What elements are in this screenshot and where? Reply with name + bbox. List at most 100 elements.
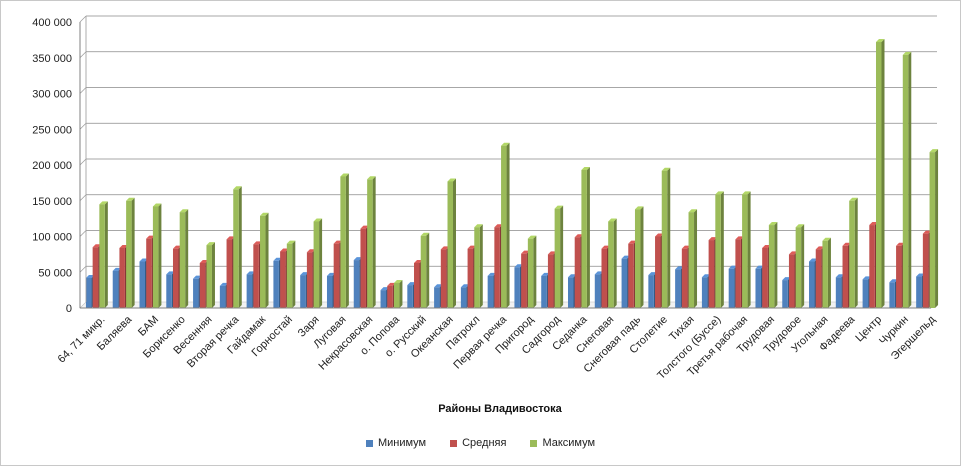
bar-front <box>280 251 286 308</box>
bar-top <box>728 265 738 269</box>
bar-front <box>434 287 440 308</box>
bar-top <box>896 242 905 246</box>
bar-top <box>527 235 537 239</box>
bar-side <box>345 173 349 308</box>
bar <box>286 240 296 308</box>
legend-swatch <box>450 439 458 447</box>
bar-top <box>902 51 912 55</box>
bar-front <box>126 200 132 308</box>
bar-front <box>467 248 474 308</box>
bar <box>849 197 858 308</box>
bar-side <box>506 142 510 308</box>
bar-front <box>661 170 668 308</box>
bar-front <box>809 261 815 308</box>
bar-front <box>112 270 119 308</box>
bar-front <box>675 269 681 308</box>
legend-item: Максимум <box>530 437 595 449</box>
bar-front <box>360 228 366 308</box>
bar-top <box>655 233 664 237</box>
bar-top <box>246 271 256 275</box>
bar-front <box>199 262 206 308</box>
bar <box>340 173 349 308</box>
bar-side <box>694 209 698 308</box>
bar-top <box>628 240 637 244</box>
bar-top <box>233 186 242 190</box>
bar-side <box>881 39 885 309</box>
bar-top <box>260 212 269 216</box>
bar-front <box>300 275 306 308</box>
bar-top <box>594 271 604 275</box>
bar-side <box>265 212 269 308</box>
bar-front <box>815 249 822 308</box>
bar-top <box>634 206 644 210</box>
bar-top <box>755 265 764 269</box>
bar-front <box>869 225 875 308</box>
bar-front <box>146 238 152 308</box>
bar-front <box>226 239 233 308</box>
bar-front <box>835 277 842 308</box>
bar-side <box>479 224 483 308</box>
bar <box>152 203 162 308</box>
legend-item: Минимум <box>365 437 426 449</box>
bar-front <box>547 254 554 308</box>
bar-top <box>768 222 778 226</box>
bar-front <box>333 243 340 308</box>
bar-top <box>788 251 798 255</box>
bar <box>206 242 215 308</box>
bar-top <box>842 242 852 246</box>
bar-front <box>166 274 172 308</box>
bar-front <box>246 274 253 308</box>
bar-top <box>92 244 102 248</box>
bar-front <box>849 200 855 308</box>
bar-side <box>640 206 644 308</box>
bar-side <box>747 191 751 308</box>
bar <box>501 142 510 308</box>
bar-top <box>380 287 390 291</box>
bar-front <box>568 277 574 308</box>
bar-top <box>193 275 202 279</box>
bar-side <box>238 186 242 308</box>
bar-top <box>581 167 590 171</box>
bar-front <box>822 240 828 308</box>
bar-top <box>119 244 128 248</box>
bars <box>85 39 939 309</box>
bar-front <box>655 236 661 308</box>
bar-side <box>720 191 724 308</box>
bar-top <box>300 272 309 276</box>
bar-top <box>460 284 470 288</box>
bar-front <box>889 282 895 308</box>
gridline-depth <box>79 15 87 23</box>
bar-top <box>889 279 898 283</box>
bar-front <box>494 227 500 308</box>
y-tick-label: 400 000 <box>32 17 72 29</box>
bar-top <box>869 222 878 226</box>
bar-front <box>380 290 387 308</box>
y-tick-label: 100 000 <box>32 232 72 244</box>
bar-front <box>762 247 768 308</box>
bar-front <box>414 262 420 308</box>
bar-front <box>648 275 654 308</box>
bar-front <box>119 247 125 308</box>
bar-top <box>815 246 825 250</box>
bar <box>795 224 805 308</box>
bar <box>527 235 537 308</box>
bar-front <box>728 268 735 308</box>
bar-top <box>547 251 557 255</box>
bar-front <box>487 275 494 308</box>
legend-swatch <box>530 439 538 447</box>
bar <box>126 197 135 308</box>
bar-top <box>715 191 724 195</box>
bar-top <box>822 237 831 241</box>
y-axis-tick-labels: 0 50 000 100 000 150 000 200 000 250 000 300 0… <box>32 17 72 315</box>
bar-top <box>675 266 684 270</box>
bar-top <box>367 176 376 180</box>
bar-top <box>407 282 416 286</box>
bar-front <box>139 261 146 308</box>
bar <box>581 167 590 308</box>
bar-top <box>166 271 175 275</box>
bar-side <box>801 224 805 308</box>
bar-front <box>460 287 467 308</box>
bar-side <box>185 209 189 308</box>
bar-front <box>608 221 614 308</box>
